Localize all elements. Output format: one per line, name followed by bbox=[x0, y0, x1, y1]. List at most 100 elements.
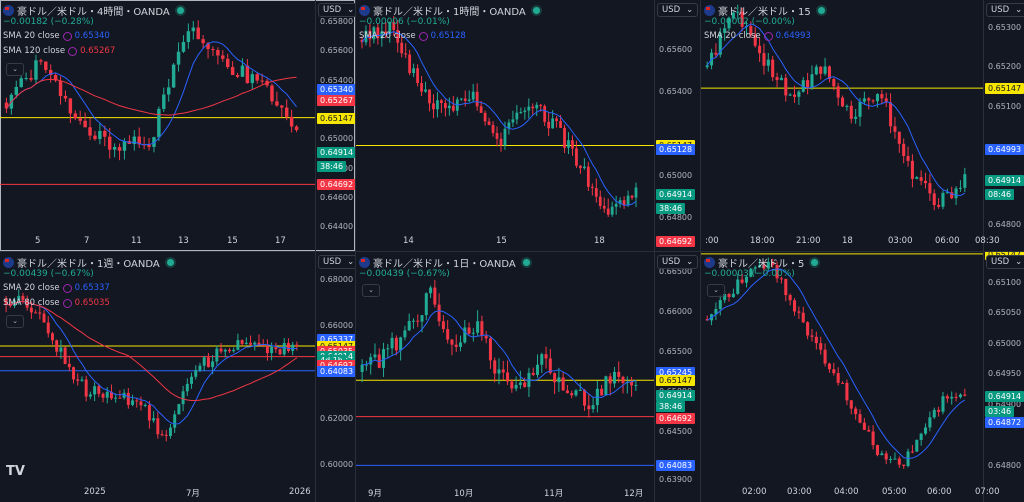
candle-body[interactable] bbox=[531, 106, 535, 109]
candle-body[interactable] bbox=[950, 192, 954, 199]
candle-body[interactable] bbox=[291, 344, 295, 351]
candle-body[interactable] bbox=[232, 349, 236, 352]
candle-body[interactable] bbox=[373, 354, 377, 358]
candle-body[interactable] bbox=[571, 140, 574, 149]
candle-body[interactable] bbox=[937, 205, 941, 207]
candle-body[interactable] bbox=[260, 80, 264, 82]
candle-body[interactable] bbox=[190, 376, 194, 384]
candle-body[interactable] bbox=[880, 453, 884, 456]
currency-select[interactable]: USD ⌄ bbox=[986, 255, 1024, 269]
candle-body[interactable] bbox=[836, 86, 840, 98]
candle-body[interactable] bbox=[176, 51, 181, 65]
candle-body[interactable] bbox=[249, 342, 253, 345]
candle-body[interactable] bbox=[727, 18, 731, 29]
candle-body[interactable] bbox=[563, 127, 566, 148]
candle-body[interactable] bbox=[583, 389, 587, 406]
candle-body[interactable] bbox=[858, 414, 862, 423]
candle-body[interactable] bbox=[78, 118, 82, 121]
candle-body[interactable] bbox=[384, 31, 388, 34]
candle-body[interactable] bbox=[157, 108, 161, 138]
candle-body[interactable] bbox=[514, 384, 518, 389]
candle-body[interactable] bbox=[166, 87, 171, 95]
candle-body[interactable] bbox=[441, 321, 445, 330]
candle-body[interactable] bbox=[604, 376, 608, 396]
candle-body[interactable] bbox=[527, 106, 531, 111]
candle-body[interactable] bbox=[740, 11, 744, 27]
candle-body[interactable] bbox=[762, 53, 766, 66]
candle-body[interactable] bbox=[479, 106, 483, 113]
candle-body[interactable] bbox=[44, 61, 48, 70]
candle-body[interactable] bbox=[225, 58, 230, 68]
candle-body[interactable] bbox=[731, 12, 735, 19]
candle-body[interactable] bbox=[758, 265, 762, 268]
candle-body[interactable] bbox=[578, 389, 582, 391]
candle-body[interactable] bbox=[250, 74, 255, 84]
candle-body[interactable] bbox=[540, 354, 544, 365]
candle-body[interactable] bbox=[295, 344, 299, 347]
candle-body[interactable] bbox=[177, 404, 181, 415]
candle-body[interactable] bbox=[586, 166, 590, 187]
candle-body[interactable] bbox=[227, 349, 231, 352]
candle-body[interactable] bbox=[958, 187, 962, 189]
candle-body[interactable] bbox=[109, 391, 113, 399]
candle-body[interactable] bbox=[841, 97, 845, 107]
candle-body[interactable] bbox=[867, 98, 871, 101]
candle-body[interactable] bbox=[420, 83, 423, 92]
candle-body[interactable] bbox=[360, 39, 364, 43]
candle-body[interactable] bbox=[827, 66, 831, 80]
candle-body[interactable] bbox=[779, 77, 783, 81]
candle-body[interactable] bbox=[270, 85, 274, 102]
candle-body[interactable] bbox=[211, 361, 215, 368]
candle-body[interactable] bbox=[19, 78, 23, 87]
candle-body[interactable] bbox=[792, 94, 797, 97]
candle-body[interactable] bbox=[173, 414, 177, 428]
currency-select[interactable]: USD ⌄ bbox=[986, 3, 1024, 17]
candle-body[interactable] bbox=[394, 337, 398, 351]
candle-body[interactable] bbox=[122, 392, 126, 398]
candle-body[interactable] bbox=[771, 261, 775, 265]
candle-body[interactable] bbox=[168, 427, 172, 437]
candle-body[interactable] bbox=[937, 409, 941, 412]
indicator-legend[interactable]: SMA 20 close 0.65128 bbox=[359, 31, 466, 41]
candle-body[interactable] bbox=[906, 155, 910, 161]
candle-body[interactable] bbox=[515, 112, 519, 120]
sma-line[interactable] bbox=[6, 41, 297, 146]
indicator-settings-icon[interactable] bbox=[763, 31, 773, 41]
candle-body[interactable] bbox=[823, 349, 827, 364]
candle-body[interactable] bbox=[240, 340, 244, 344]
chart-pane-p5[interactable]: 0.665000.660000.655000.650000.645000.639… bbox=[356, 252, 700, 502]
candle-body[interactable] bbox=[420, 315, 424, 322]
candle-body[interactable] bbox=[396, 30, 400, 43]
candle-body[interactable] bbox=[893, 458, 897, 460]
candle-body[interactable] bbox=[118, 397, 122, 399]
candle-body[interactable] bbox=[823, 66, 827, 74]
candle-body[interactable] bbox=[463, 327, 467, 343]
candle-body[interactable] bbox=[255, 74, 259, 81]
candle-body[interactable] bbox=[289, 116, 294, 127]
candle-body[interactable] bbox=[897, 131, 901, 144]
candle-body[interactable] bbox=[484, 335, 488, 339]
candle-body[interactable] bbox=[274, 347, 278, 350]
candle-body[interactable] bbox=[553, 373, 557, 383]
candle-body[interactable] bbox=[567, 140, 570, 148]
candle-body[interactable] bbox=[963, 174, 967, 188]
collapse-legend-button[interactable]: ⌄ bbox=[707, 284, 725, 297]
candle-body[interactable] bbox=[97, 386, 101, 394]
candle-body[interactable] bbox=[590, 186, 594, 189]
candle-body[interactable] bbox=[762, 265, 766, 269]
indicator-settings-icon[interactable] bbox=[68, 46, 78, 56]
candle-body[interactable] bbox=[727, 294, 731, 298]
candle-body[interactable] bbox=[582, 166, 586, 169]
candle-body[interactable] bbox=[83, 120, 87, 128]
candle-body[interactable] bbox=[103, 130, 107, 137]
candle-body[interactable] bbox=[880, 94, 884, 99]
candle-body[interactable] bbox=[467, 327, 471, 334]
chart-title[interactable]: 豪ドル／米ドル・1時間・OANDA bbox=[359, 3, 540, 18]
candle-body[interactable] bbox=[215, 348, 219, 362]
candle-body[interactable] bbox=[608, 376, 612, 384]
candle-body[interactable] bbox=[958, 394, 962, 398]
candle-body[interactable] bbox=[139, 401, 143, 406]
candle-body[interactable] bbox=[626, 195, 630, 206]
candle-body[interactable] bbox=[459, 98, 463, 100]
candle-body[interactable] bbox=[897, 458, 901, 465]
